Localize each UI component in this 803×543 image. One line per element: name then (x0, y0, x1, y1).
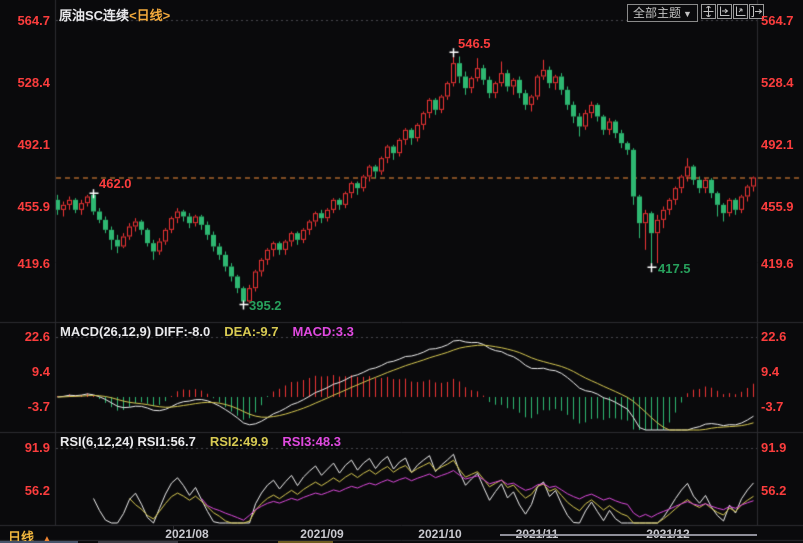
x-axis-date: 2021/10 (418, 527, 462, 541)
rsi-axis-label: 56.2 (24, 483, 50, 498)
crosshair-icon (703, 6, 714, 17)
macd-axis-label: 9.4 (761, 364, 780, 379)
rsi-panel-header: RSI(6,12,24) RSI1:56.7 RSI2:49.9 RSI3:48.3 (60, 434, 341, 449)
chart-title: 原油SC连续<日线> (59, 5, 170, 24)
rsi-axis-label: 91.9 (761, 440, 787, 455)
macd-axis-label: 22.6 (761, 329, 787, 344)
price-axis-label: 564.7 (17, 13, 50, 28)
macd-axis-label: -3.7 (27, 399, 50, 414)
july-high-annotation: 462.0 (99, 176, 132, 191)
cutoff-row-fragment (278, 541, 333, 543)
bottom-bar-divider (173, 526, 174, 540)
rsi-axis-label: 91.9 (24, 440, 50, 455)
period-selector[interactable]: 日线 ▲ (8, 527, 52, 543)
expand-x-axis-button[interactable] (733, 4, 748, 19)
macd-axis-label: 22.6 (24, 329, 50, 344)
x-axis-date: 2021/09 (300, 527, 344, 541)
macd-title-diff: MACD(26,12,9) DIFF:-8.0 (60, 324, 211, 339)
price-axis-label: 564.7 (761, 13, 794, 28)
macd-axis-label: 9.4 (31, 364, 50, 379)
cutoff-row-fragment (98, 541, 178, 543)
period-selector-label: 日线 (8, 530, 35, 543)
crosshair-cursor-button[interactable] (701, 4, 716, 19)
macd-axis-label: -3.7 (761, 399, 784, 414)
price-axis-label: 419.6 (761, 256, 794, 271)
cutoff-row-fragment (0, 541, 78, 543)
macd-hist-value: MACD:3.3 (292, 324, 354, 339)
theme-dropdown-label: 全部主题 (633, 6, 682, 20)
expand-x-axis-icon (736, 6, 746, 16)
price-axis-label: 528.4 (761, 75, 794, 90)
aug-low-annotation: 395.2 (249, 298, 282, 313)
rsi-axis-label: 56.2 (761, 483, 787, 498)
price-axis-label: 455.9 (17, 199, 50, 214)
rsi3-value: RSI3:48.3 (282, 434, 341, 449)
instrument-name: 原油SC连续 (59, 8, 130, 23)
compress-x-axis-button[interactable] (717, 4, 732, 19)
pan-right-button[interactable] (749, 4, 764, 19)
price-axis-label: 528.4 (17, 75, 50, 90)
compress-x-axis-icon (720, 6, 730, 16)
price-axis-label: 419.6 (17, 256, 50, 271)
x-axis-date: 2021/08 (165, 527, 209, 541)
rsi-title-rsi1: RSI(6,12,24) RSI1:56.7 (60, 434, 196, 449)
macd-dea-value: DEA:-9.7 (224, 324, 279, 339)
pan-right-icon (751, 6, 762, 17)
theme-dropdown[interactable]: 全部主题 ▼ (627, 4, 698, 22)
price-axis-label: 455.9 (761, 199, 794, 214)
triangle-up-icon: ▲ (42, 534, 52, 543)
macd-panel-header: MACD(26,12,9) DIFF:-8.0 DEA:-9.7 MACD:3.3 (60, 324, 354, 339)
rsi2-value: RSI2:49.9 (209, 434, 269, 449)
chevron-down-icon: ▼ (683, 9, 692, 19)
period-tag: <日线> (129, 8, 171, 23)
x-scrollbar[interactable] (500, 534, 757, 536)
price-axis-label: 492.1 (17, 137, 50, 152)
price-axis-label: 492.1 (761, 137, 794, 152)
peak-high-annotation: 546.5 (458, 36, 491, 51)
dec-low-annotation: 417.5 (658, 261, 691, 276)
